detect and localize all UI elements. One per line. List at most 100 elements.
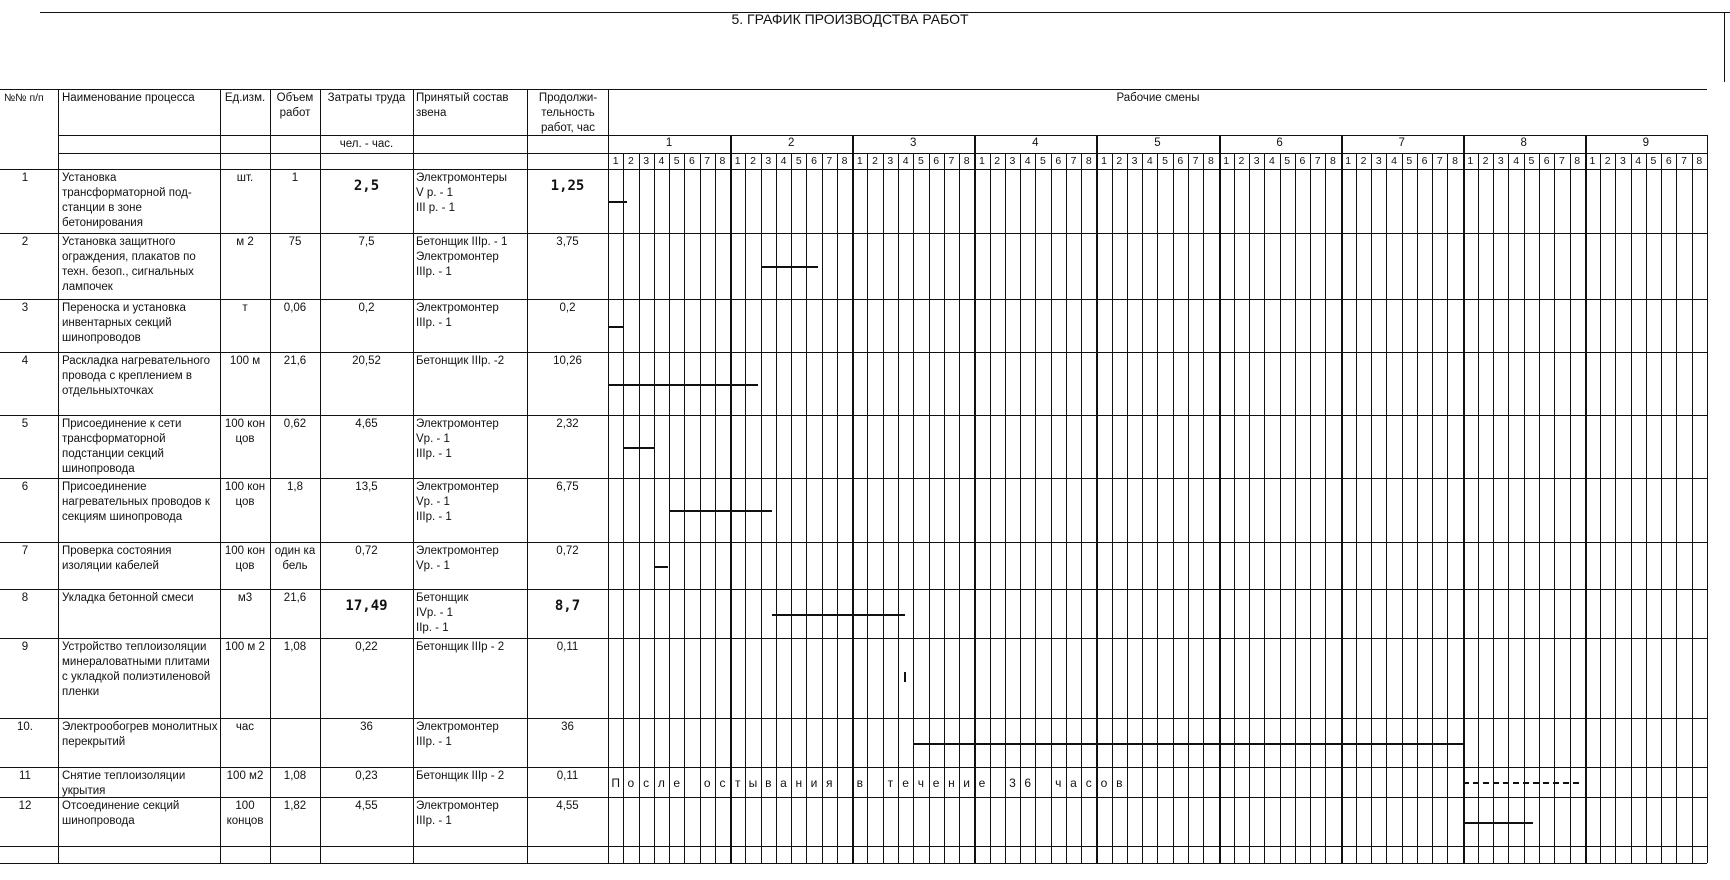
column-divider: [58, 89, 59, 863]
unit-cell: 100 м 2: [225, 641, 265, 653]
volume-cell: 1,8: [287, 481, 303, 493]
volume-cell: 21,6: [283, 355, 307, 367]
unit-cell: м 2: [236, 236, 254, 248]
volume-cell: 1,08: [283, 770, 307, 782]
unit-cell: 100 м: [229, 355, 261, 367]
hour-divider: [821, 153, 823, 863]
hour-divider: [928, 153, 930, 863]
hour-divider: [791, 153, 793, 863]
hour-divider: [959, 153, 961, 863]
hour-divider: [1661, 153, 1663, 863]
duration-cell: 0,11: [556, 770, 579, 782]
labor-cell: 2,5: [353, 179, 380, 194]
column-divider: [220, 89, 221, 863]
hour-divider: [1554, 153, 1556, 863]
hour-number: 8: [1085, 155, 1092, 167]
process-name: Снятие теплоизоляции укрытия: [62, 770, 186, 797]
schedule-bar: [608, 326, 624, 328]
hour-divider: [989, 153, 991, 863]
note-letter: а: [780, 776, 787, 790]
schedule-bar: [1462, 822, 1533, 824]
note-letter: о: [1100, 776, 1108, 790]
shift-divider: [1096, 135, 1099, 863]
crew-cell: Бетонщик IIIр - 2: [416, 641, 505, 653]
crew-cell: Бетонщик IIIр. - 1 Электромонтер IIIр. -…: [416, 236, 508, 278]
row-number: 5: [21, 418, 29, 430]
hour-number: 3: [1009, 155, 1016, 167]
hour-number: 7: [704, 155, 711, 167]
hour-divider: [1050, 153, 1052, 863]
hour-divider: [1325, 153, 1327, 863]
hour-number: 2: [1604, 155, 1611, 167]
hour-number: 2: [1482, 155, 1489, 167]
shift-divider: [1218, 135, 1221, 863]
hour-number: 6: [933, 155, 940, 167]
hour-number: 7: [1558, 155, 1565, 167]
note-letter: о: [703, 776, 711, 790]
shift-number: 1: [665, 137, 673, 149]
shift-number: 6: [1276, 137, 1283, 149]
labor-cell: 20,52: [352, 355, 381, 367]
volume-cell: 1,08: [283, 641, 307, 653]
hour-divider: [1493, 153, 1495, 863]
unit-cell: м3: [237, 592, 253, 604]
labor-cell: 13,5: [355, 481, 378, 493]
crew-cell: Электромонтер Vр. - 1 IIIр. - 1: [416, 481, 499, 523]
labor-cell: 17,49: [345, 599, 388, 614]
col-header-name: Наименование процесса: [62, 92, 195, 104]
unit-cell: 100 кон цов: [224, 418, 266, 445]
hour-number: 5: [1284, 155, 1291, 167]
row-number: 8: [21, 592, 29, 604]
hour-divider: [882, 153, 884, 863]
shift-number: 3: [910, 137, 917, 149]
crew-cell: Электромонтер IIIр. - 1: [416, 302, 499, 329]
hour-divider: [1600, 153, 1602, 863]
hour-divider: [1523, 153, 1525, 863]
note-letter: н: [948, 776, 955, 790]
row-divider: [58, 135, 1707, 136]
top-border: [40, 12, 1730, 13]
hour-number: 2: [750, 155, 756, 167]
column-divider: [320, 89, 321, 863]
hour-number: 6: [811, 155, 817, 167]
process-name: Укладка бетонной смеси: [62, 592, 194, 604]
hour-number: 4: [1146, 155, 1153, 167]
hour-number: 8: [1574, 155, 1581, 167]
col-header-unit: Ед.изм.: [224, 92, 266, 104]
hour-number: 2: [1360, 155, 1367, 167]
hour-divider: [1279, 153, 1281, 863]
hour-divider: [1371, 153, 1373, 863]
hour-divider: [638, 153, 640, 863]
hour-number: 3: [1375, 155, 1382, 167]
unit-cell: 100 кон цов: [224, 545, 266, 572]
note-letter: е: [932, 776, 940, 790]
note-letter: в: [856, 776, 863, 790]
hour-number: 3: [1131, 155, 1138, 167]
crew-cell: Бетонщик IIIр. -2: [416, 355, 505, 367]
row-number: 12: [18, 800, 32, 812]
schedule-bar: [913, 743, 1463, 745]
note-letter: о: [627, 776, 635, 790]
shift-divider: [852, 135, 855, 863]
hour-number: 5: [673, 155, 680, 167]
process-name: Установка трансформаторной под-станции в…: [62, 172, 192, 229]
hour-number: 6: [1543, 155, 1550, 167]
note-letter: ч: [1055, 776, 1062, 790]
schedule-bar: [669, 510, 773, 512]
duration-cell: 4,55: [556, 800, 579, 812]
hour-number: 5: [1406, 155, 1413, 167]
hour-divider: [1004, 153, 1006, 863]
hour-number: 1: [1101, 155, 1107, 167]
hour-divider: [1264, 153, 1266, 863]
hour-number: 6: [689, 155, 695, 167]
hour-divider: [1142, 153, 1144, 863]
hour-number: 1: [1223, 155, 1230, 167]
hour-divider: [623, 153, 625, 863]
process-name: Переноска и установка инвентарных секций…: [62, 302, 186, 344]
hour-divider: [1035, 153, 1037, 863]
note-letter: П: [611, 776, 620, 790]
row-number: 7: [21, 545, 29, 557]
note-letter: с: [643, 776, 650, 790]
row-number: 6: [21, 481, 29, 493]
note-letter: е: [673, 776, 681, 790]
